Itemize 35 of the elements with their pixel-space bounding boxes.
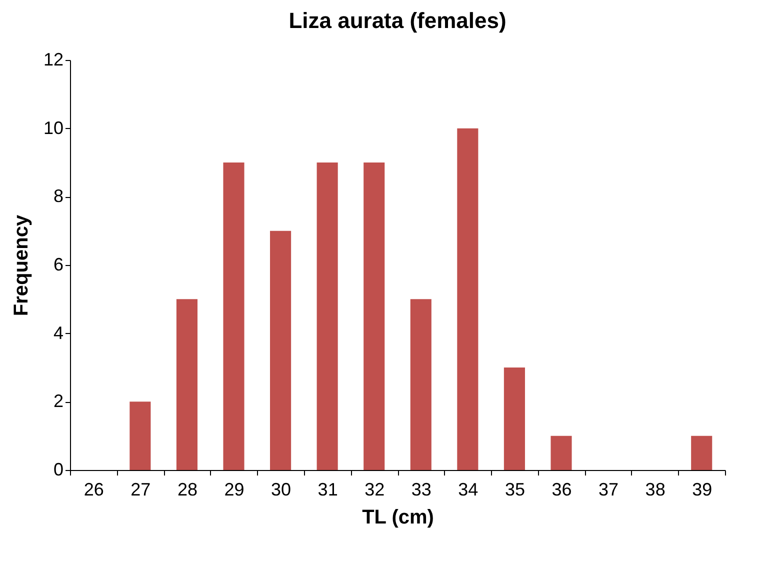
chart-title: Liza aurata (females) [288,8,506,33]
x-axis-title: TL (cm) [362,506,434,528]
y-tick-label: 12 [43,50,64,70]
x-tick-label: 36 [552,480,572,500]
bar [176,299,198,470]
x-tick-label: 35 [504,480,525,500]
bar [504,368,525,470]
x-tick-label: 32 [364,480,385,500]
bar [550,436,572,470]
y-tick-label: 0 [53,460,64,480]
x-tick-label: 34 [458,480,478,500]
bar [364,162,385,470]
x-tick-label: 33 [411,480,432,500]
bar [316,162,338,470]
y-tick-label: 6 [53,254,64,274]
bar [410,299,432,470]
x-tick-label: 31 [318,480,338,500]
y-tick-label: 4 [53,322,64,343]
bar [130,402,151,470]
y-axis-title: Frequency [10,214,32,316]
y-tick-label: 10 [43,118,64,138]
x-tick-label: 37 [598,480,619,500]
bar [270,230,292,470]
x-tick-label: 27 [130,480,151,500]
x-tick-label: 30 [271,480,292,500]
y-tick-label: 8 [53,186,64,206]
y-tick-label: 2 [53,391,64,412]
bar [223,162,244,470]
x-tick-label: 29 [224,480,244,500]
x-tick-label: 39 [692,480,712,500]
bar [691,436,712,470]
x-tick-label: 26 [84,480,104,500]
x-tick-label: 28 [177,480,198,500]
bar [457,128,478,470]
x-tick-label: 38 [645,480,666,500]
